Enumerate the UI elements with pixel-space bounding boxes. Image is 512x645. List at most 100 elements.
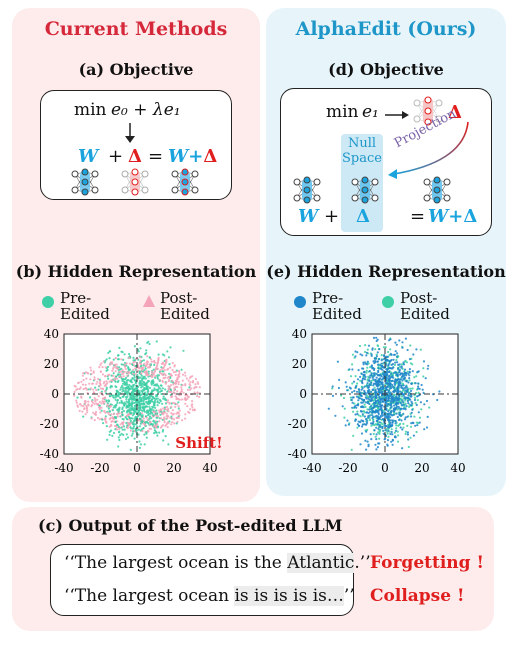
scatter-point-pre: [147, 390, 150, 393]
scatter-point-post: [181, 419, 184, 422]
scatter-point-pre: [133, 401, 136, 405]
scatter-point-pre: [364, 423, 367, 426]
scatter-point-pre: [407, 394, 410, 397]
scatter-point-post: [127, 413, 130, 416]
scatter-point-pre: [132, 356, 135, 359]
scatter-point-post: [411, 387, 414, 390]
scatter-point-pre: [405, 371, 408, 375]
scatter-point-pre: [105, 425, 108, 428]
scatter-point-post: [393, 431, 396, 434]
scatter-point-pre: [153, 384, 156, 387]
scatter-point-post: [363, 410, 366, 413]
scatter-point-pre: [118, 401, 121, 404]
scatter-point-post: [113, 363, 117, 366]
scatter-point-pre: [113, 416, 116, 419]
scatter-point-pre: [402, 373, 405, 376]
scatter-point-post: [140, 366, 143, 370]
scatter-point-post: [80, 395, 83, 398]
scatter-point-post: [138, 367, 141, 370]
scatter-point-post: [81, 383, 85, 386]
scatter-point-post: [92, 411, 95, 414]
scatter-point-pre: [387, 394, 390, 397]
scatter-point-pre: [374, 415, 377, 418]
scatter-point-pre: [366, 382, 369, 385]
scatter-point-post: [89, 378, 92, 381]
scatter-point-pre: [121, 390, 124, 393]
scatter-point-pre: [396, 352, 399, 355]
scatter-point-pre: [405, 405, 408, 408]
scatter-point-pre: [131, 405, 134, 408]
scatter-point-pre: [153, 404, 156, 407]
scatter-point-pre: [107, 377, 110, 380]
scatter-point-pre: [125, 417, 128, 420]
scatter-point-post: [178, 369, 181, 373]
scatter-point-post: [123, 370, 126, 373]
scatter-point-post: [144, 364, 147, 368]
scatter-point-pre: [388, 378, 391, 381]
scatter-point-pre: [110, 429, 113, 432]
scatter-point-post: [167, 367, 170, 370]
scatter-point-pre: [399, 372, 402, 375]
scatter-point-pre: [126, 424, 129, 427]
scatter-point-pre: [164, 397, 167, 400]
scatter-point-pre: [162, 439, 165, 442]
scatter-point-pre: [408, 374, 411, 377]
scatter-point-pre: [384, 386, 387, 389]
scatter-point-pre: [152, 389, 155, 392]
scatter-point-pre: [115, 385, 118, 389]
scatter-point-pre: [389, 338, 392, 341]
scatter-point-pre: [386, 371, 389, 375]
right-eq-result-w: W: [428, 206, 449, 227]
scatter-point-pre: [155, 395, 158, 398]
scatter-point-pre: [143, 433, 146, 436]
scatter-point-pre: [351, 401, 354, 404]
scatter-point-post: [413, 394, 416, 397]
scatter-point-pre: [417, 382, 420, 385]
scatter-point-post: [120, 376, 123, 379]
scatter-point-pre: [389, 382, 392, 385]
scatter-point-pre: [375, 448, 378, 451]
scatter-point-pre: [400, 386, 403, 389]
scatter-point-pre: [139, 412, 142, 415]
scatter-point-post: [118, 370, 121, 374]
scatter-point-pre: [378, 388, 381, 391]
scatter-point-pre: [425, 399, 429, 403]
scatter-point-post: [126, 427, 129, 430]
scatter-point-post: [142, 417, 145, 420]
scatter-point-pre: [369, 374, 372, 377]
scatter-point-pre: [146, 401, 150, 404]
scatter-point-pre: [354, 350, 357, 353]
scatter-point-post: [193, 408, 196, 411]
scatter-point-post: [166, 408, 169, 411]
scatter-point-pre: [128, 383, 131, 387]
scatter-point-post: [171, 361, 174, 365]
scatter-point-pre: [391, 420, 394, 423]
scatter-point-pre: [182, 349, 185, 352]
scatter-point-pre: [390, 372, 393, 375]
scatter-point-pre: [408, 377, 411, 380]
scatter-point-post: [404, 359, 407, 362]
scatter-point-pre: [122, 418, 125, 421]
scatter-point-pre: [375, 384, 378, 387]
scatter-point-post: [174, 405, 177, 408]
scatter-point-pre: [128, 398, 131, 401]
scatter-point-pre: [378, 383, 381, 386]
scatter-point-pre: [153, 432, 156, 435]
scatter-point-post: [366, 408, 369, 411]
left-xtick-40: 40: [202, 461, 217, 475]
right-eq-w: W: [298, 206, 319, 227]
scatter-point-pre: [407, 392, 410, 395]
scatter-point-pre: [346, 389, 349, 392]
scatter-point-post: [401, 382, 404, 385]
scatter-point-pre: [417, 411, 420, 414]
scatter-point-pre: [371, 414, 374, 417]
scatter-point-post: [413, 396, 417, 399]
scatter-point-post: [406, 370, 409, 373]
scatter-point-post: [128, 356, 131, 360]
scatter-point-pre: [122, 378, 125, 381]
scatter-point-post: [352, 410, 355, 413]
scatter-point-pre: [383, 355, 386, 358]
scatter-point-post: [162, 366, 165, 369]
scatter-point-pre: [127, 386, 130, 389]
scatter-point-pre: [117, 393, 121, 396]
